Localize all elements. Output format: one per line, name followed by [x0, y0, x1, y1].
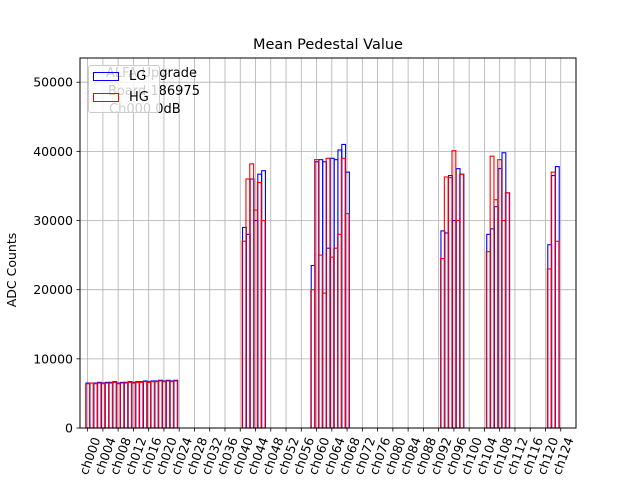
legend-item-lg: LG: [93, 68, 147, 84]
legend-label-lg: LG: [129, 68, 147, 84]
legend-swatch-hg: [93, 92, 119, 102]
legend: LG HG: [88, 65, 160, 113]
chart-title: Mean Pedestal Value: [253, 37, 403, 53]
legend-swatch-lg: [93, 71, 119, 81]
y-tick-label: 0: [65, 421, 73, 436]
y-tick-label: 30000: [33, 213, 73, 228]
y-axis: 0 10000 20000 30000 40000 50000: [33, 75, 80, 436]
grid: [80, 58, 576, 429]
plot-frame: [79, 57, 577, 429]
y-tick-label: 40000: [33, 144, 73, 159]
y-tick-label: 10000: [33, 351, 73, 366]
bars: [85, 143, 560, 429]
legend-label-hg: HG: [129, 89, 149, 105]
legend-item-hg: HG: [93, 89, 149, 105]
y-tick-label: 20000: [33, 282, 73, 297]
y-axis-label: ADC Counts: [4, 233, 19, 308]
y-tick-label: 50000: [33, 75, 73, 90]
